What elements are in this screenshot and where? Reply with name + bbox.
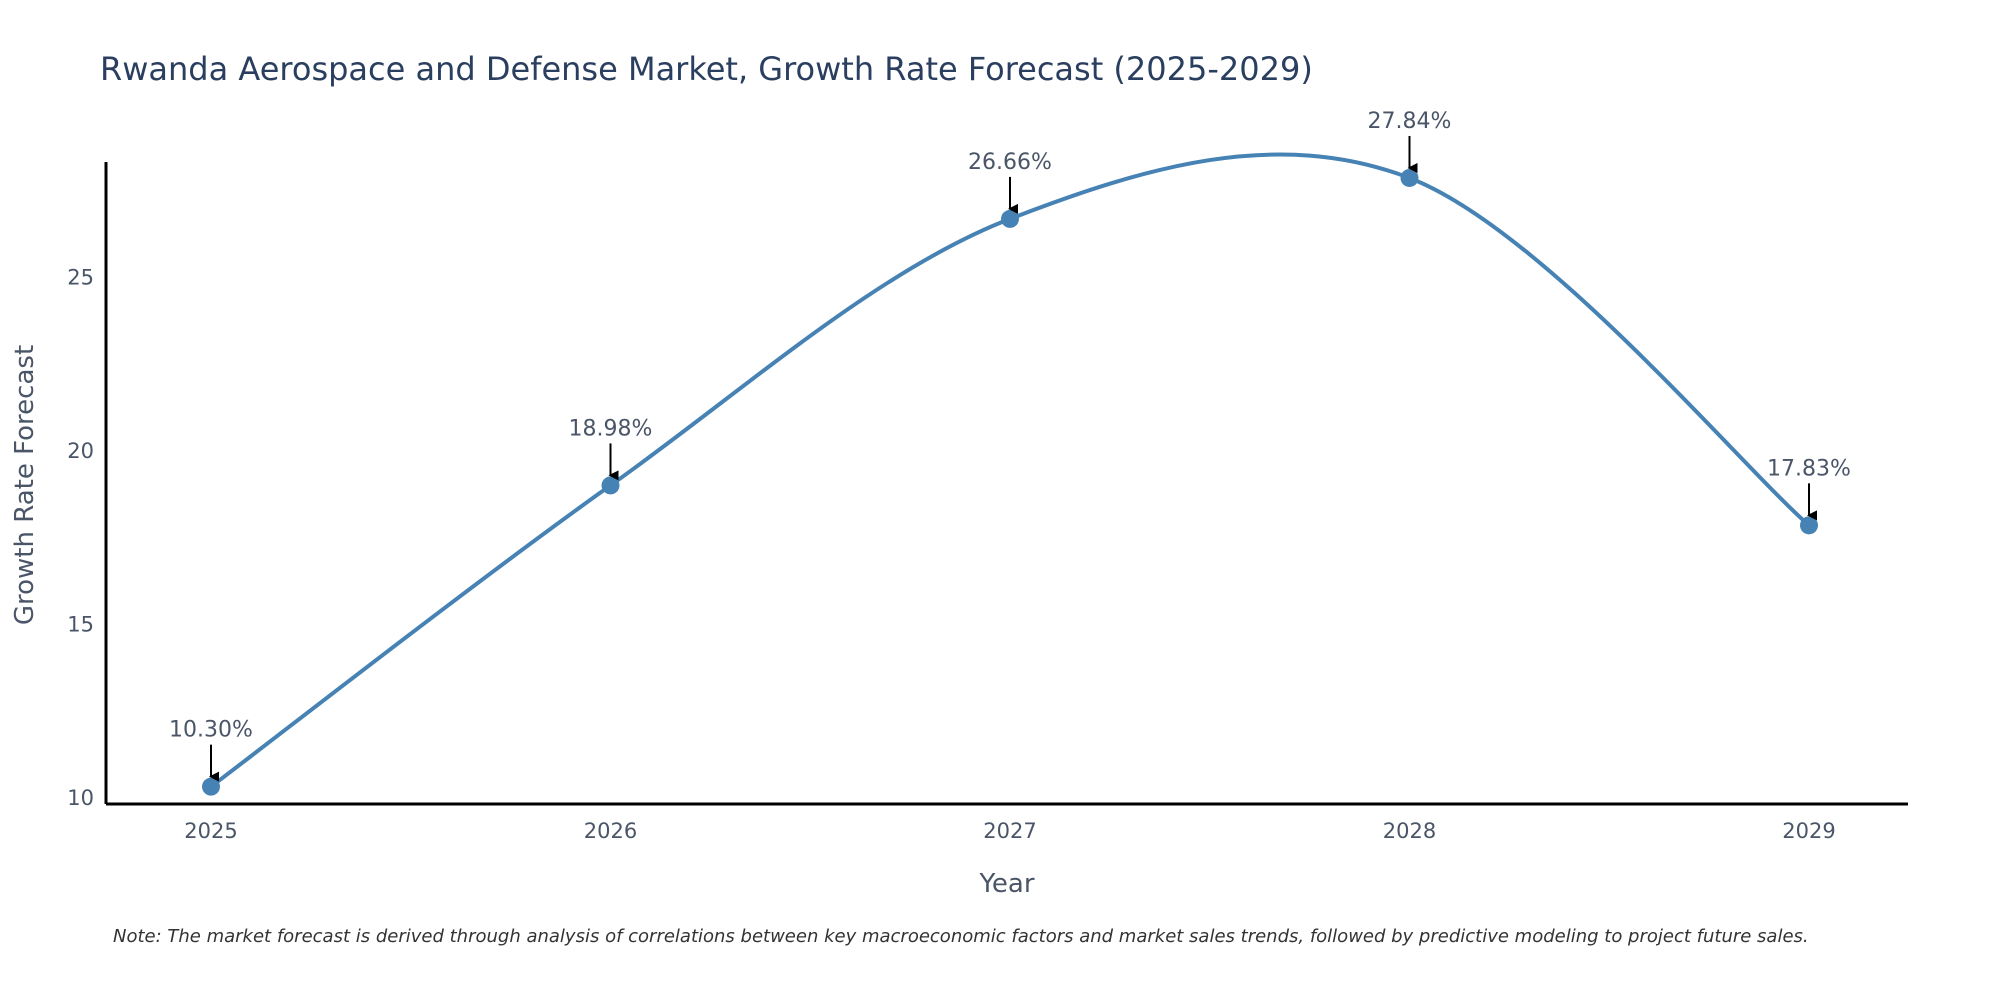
data-point xyxy=(1001,209,1019,228)
data-label: 10.30% xyxy=(169,718,253,743)
x-axis-ticks: 2025 2026 2027 2028 2029 xyxy=(184,819,1835,843)
x-tick-label: 2029 xyxy=(1782,819,1835,843)
y-tick-label: 15 xyxy=(67,613,94,637)
y-axis-ticks: 10 15 20 25 xyxy=(67,266,94,811)
data-annotations: 10.30% 18.98% 26.66% 27.84% 17.83% xyxy=(169,109,1851,782)
x-axis-title: Year xyxy=(978,869,1034,899)
x-tick-label: 2026 xyxy=(584,819,637,843)
y-tick-label: 20 xyxy=(67,439,94,463)
x-tick-label: 2027 xyxy=(983,819,1036,843)
data-point xyxy=(1800,516,1818,535)
data-point xyxy=(1400,168,1419,187)
data-label: 17.83% xyxy=(1767,456,1851,481)
data-label: 27.84% xyxy=(1368,109,1452,134)
y-tick-label: 25 xyxy=(67,266,94,290)
data-point xyxy=(601,476,620,495)
x-tick-label: 2025 xyxy=(184,819,237,843)
y-tick-label: 10 xyxy=(67,786,94,810)
x-tick-label: 2028 xyxy=(1383,819,1436,843)
data-points xyxy=(202,168,1818,796)
footnote: Note: The market forecast is derived thr… xyxy=(113,926,1809,947)
data-point xyxy=(202,777,220,796)
y-axis-title: Growth Rate Forecast xyxy=(10,345,40,625)
chart-title: Rwanda Aerospace and Defense Market, Gro… xyxy=(100,50,1313,88)
series-line xyxy=(209,152,1811,789)
data-label: 26.66% xyxy=(968,150,1052,175)
data-label: 18.98% xyxy=(569,416,653,441)
